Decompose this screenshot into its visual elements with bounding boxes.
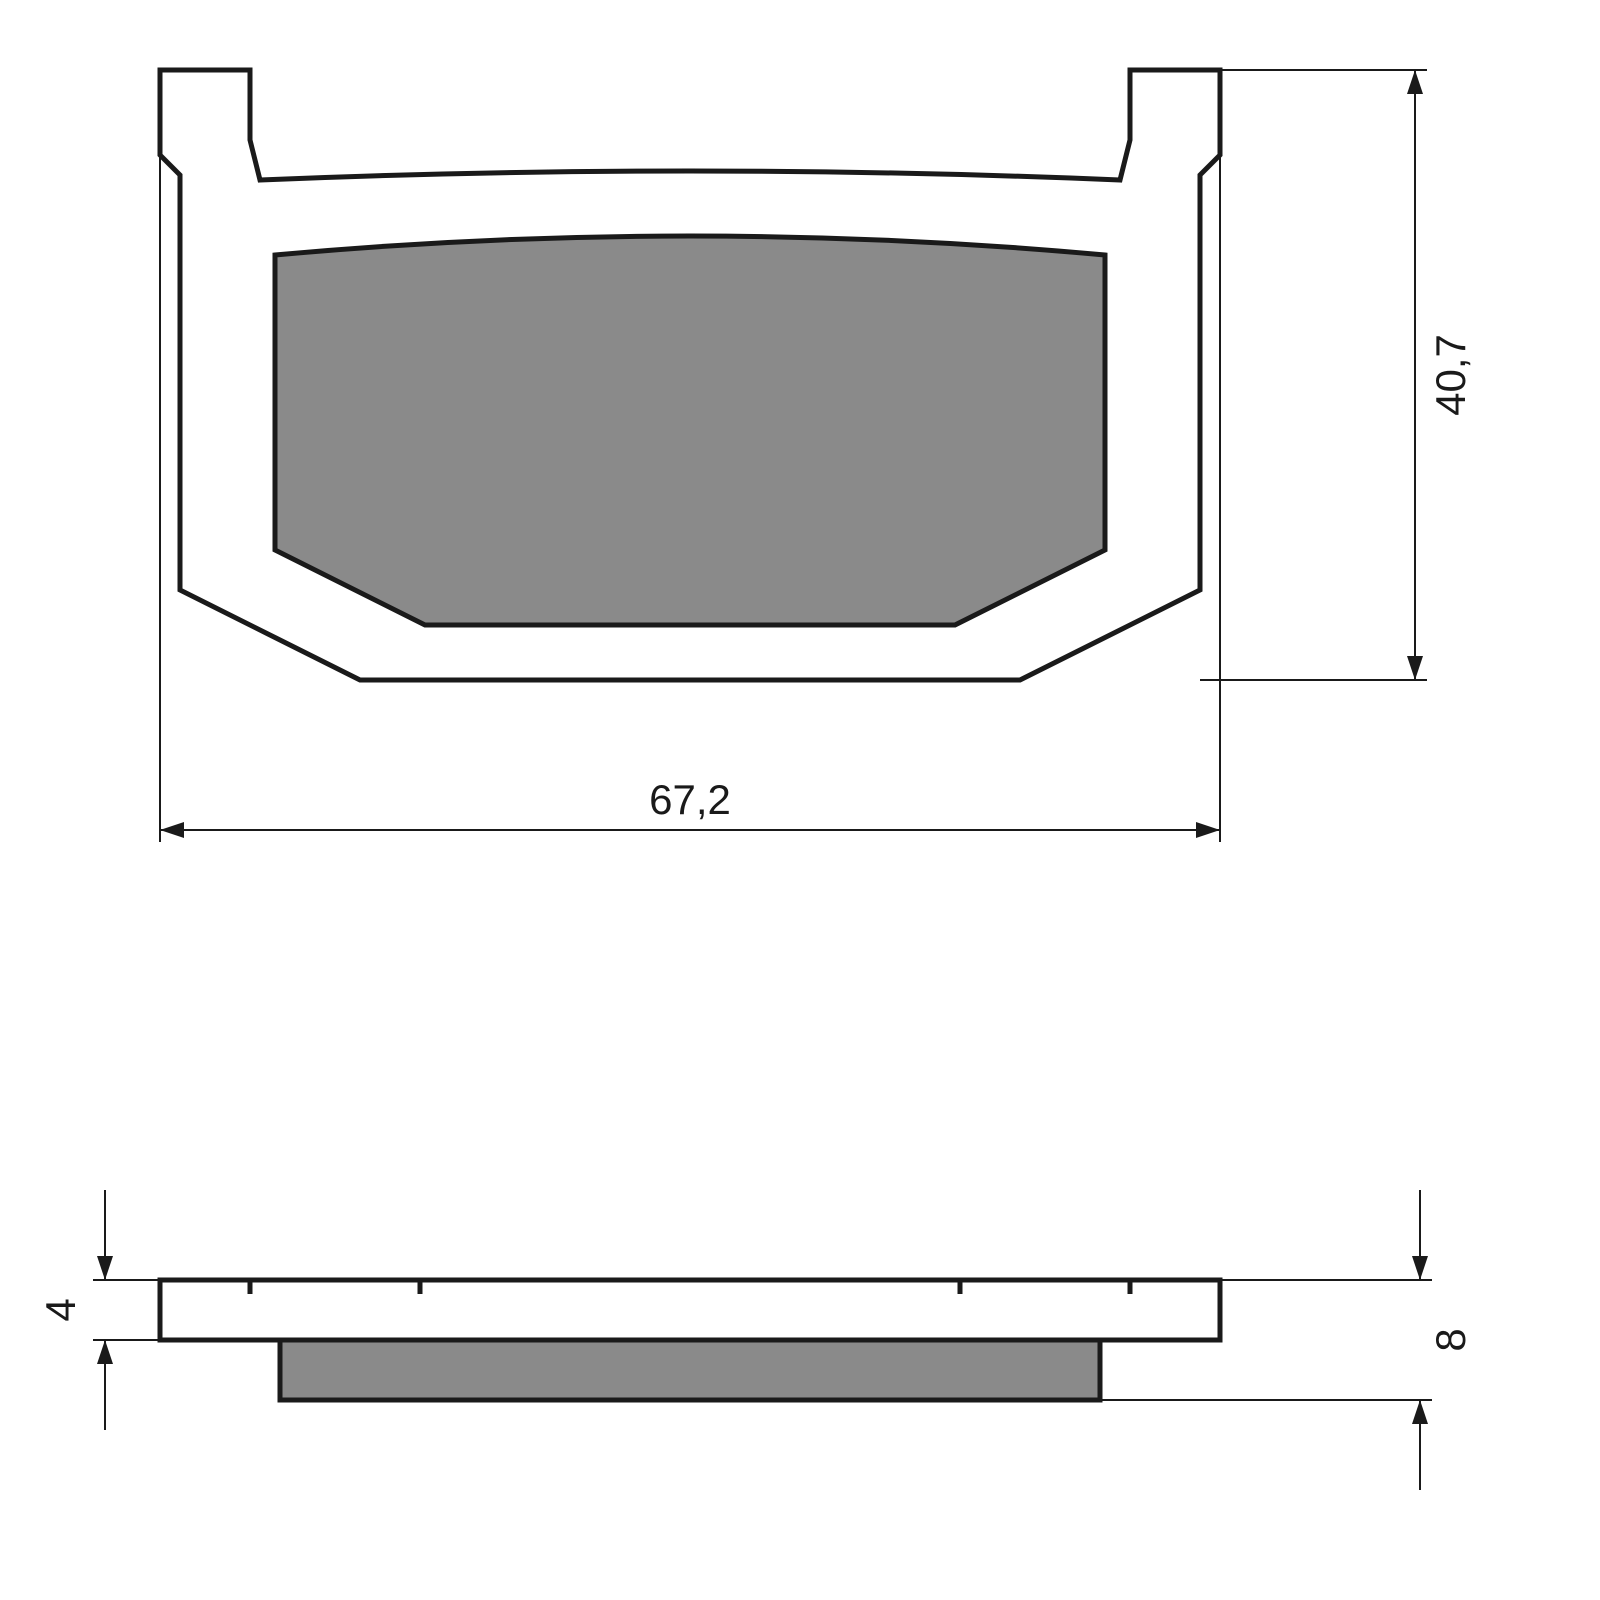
plate-side-outline xyxy=(160,1280,1220,1340)
friction-pad xyxy=(275,236,1105,625)
plate-thickness-label: 4 xyxy=(37,1298,84,1321)
technical-drawing: 67,2 40,7 4 8 xyxy=(0,0,1600,1600)
total-thickness-label: 8 xyxy=(1427,1328,1474,1351)
width-dimension-label: 67,2 xyxy=(649,776,731,823)
height-dimension-label: 40,7 xyxy=(1427,334,1474,416)
side-view xyxy=(160,1280,1220,1400)
top-view xyxy=(160,70,1220,680)
pad-side xyxy=(280,1340,1100,1400)
